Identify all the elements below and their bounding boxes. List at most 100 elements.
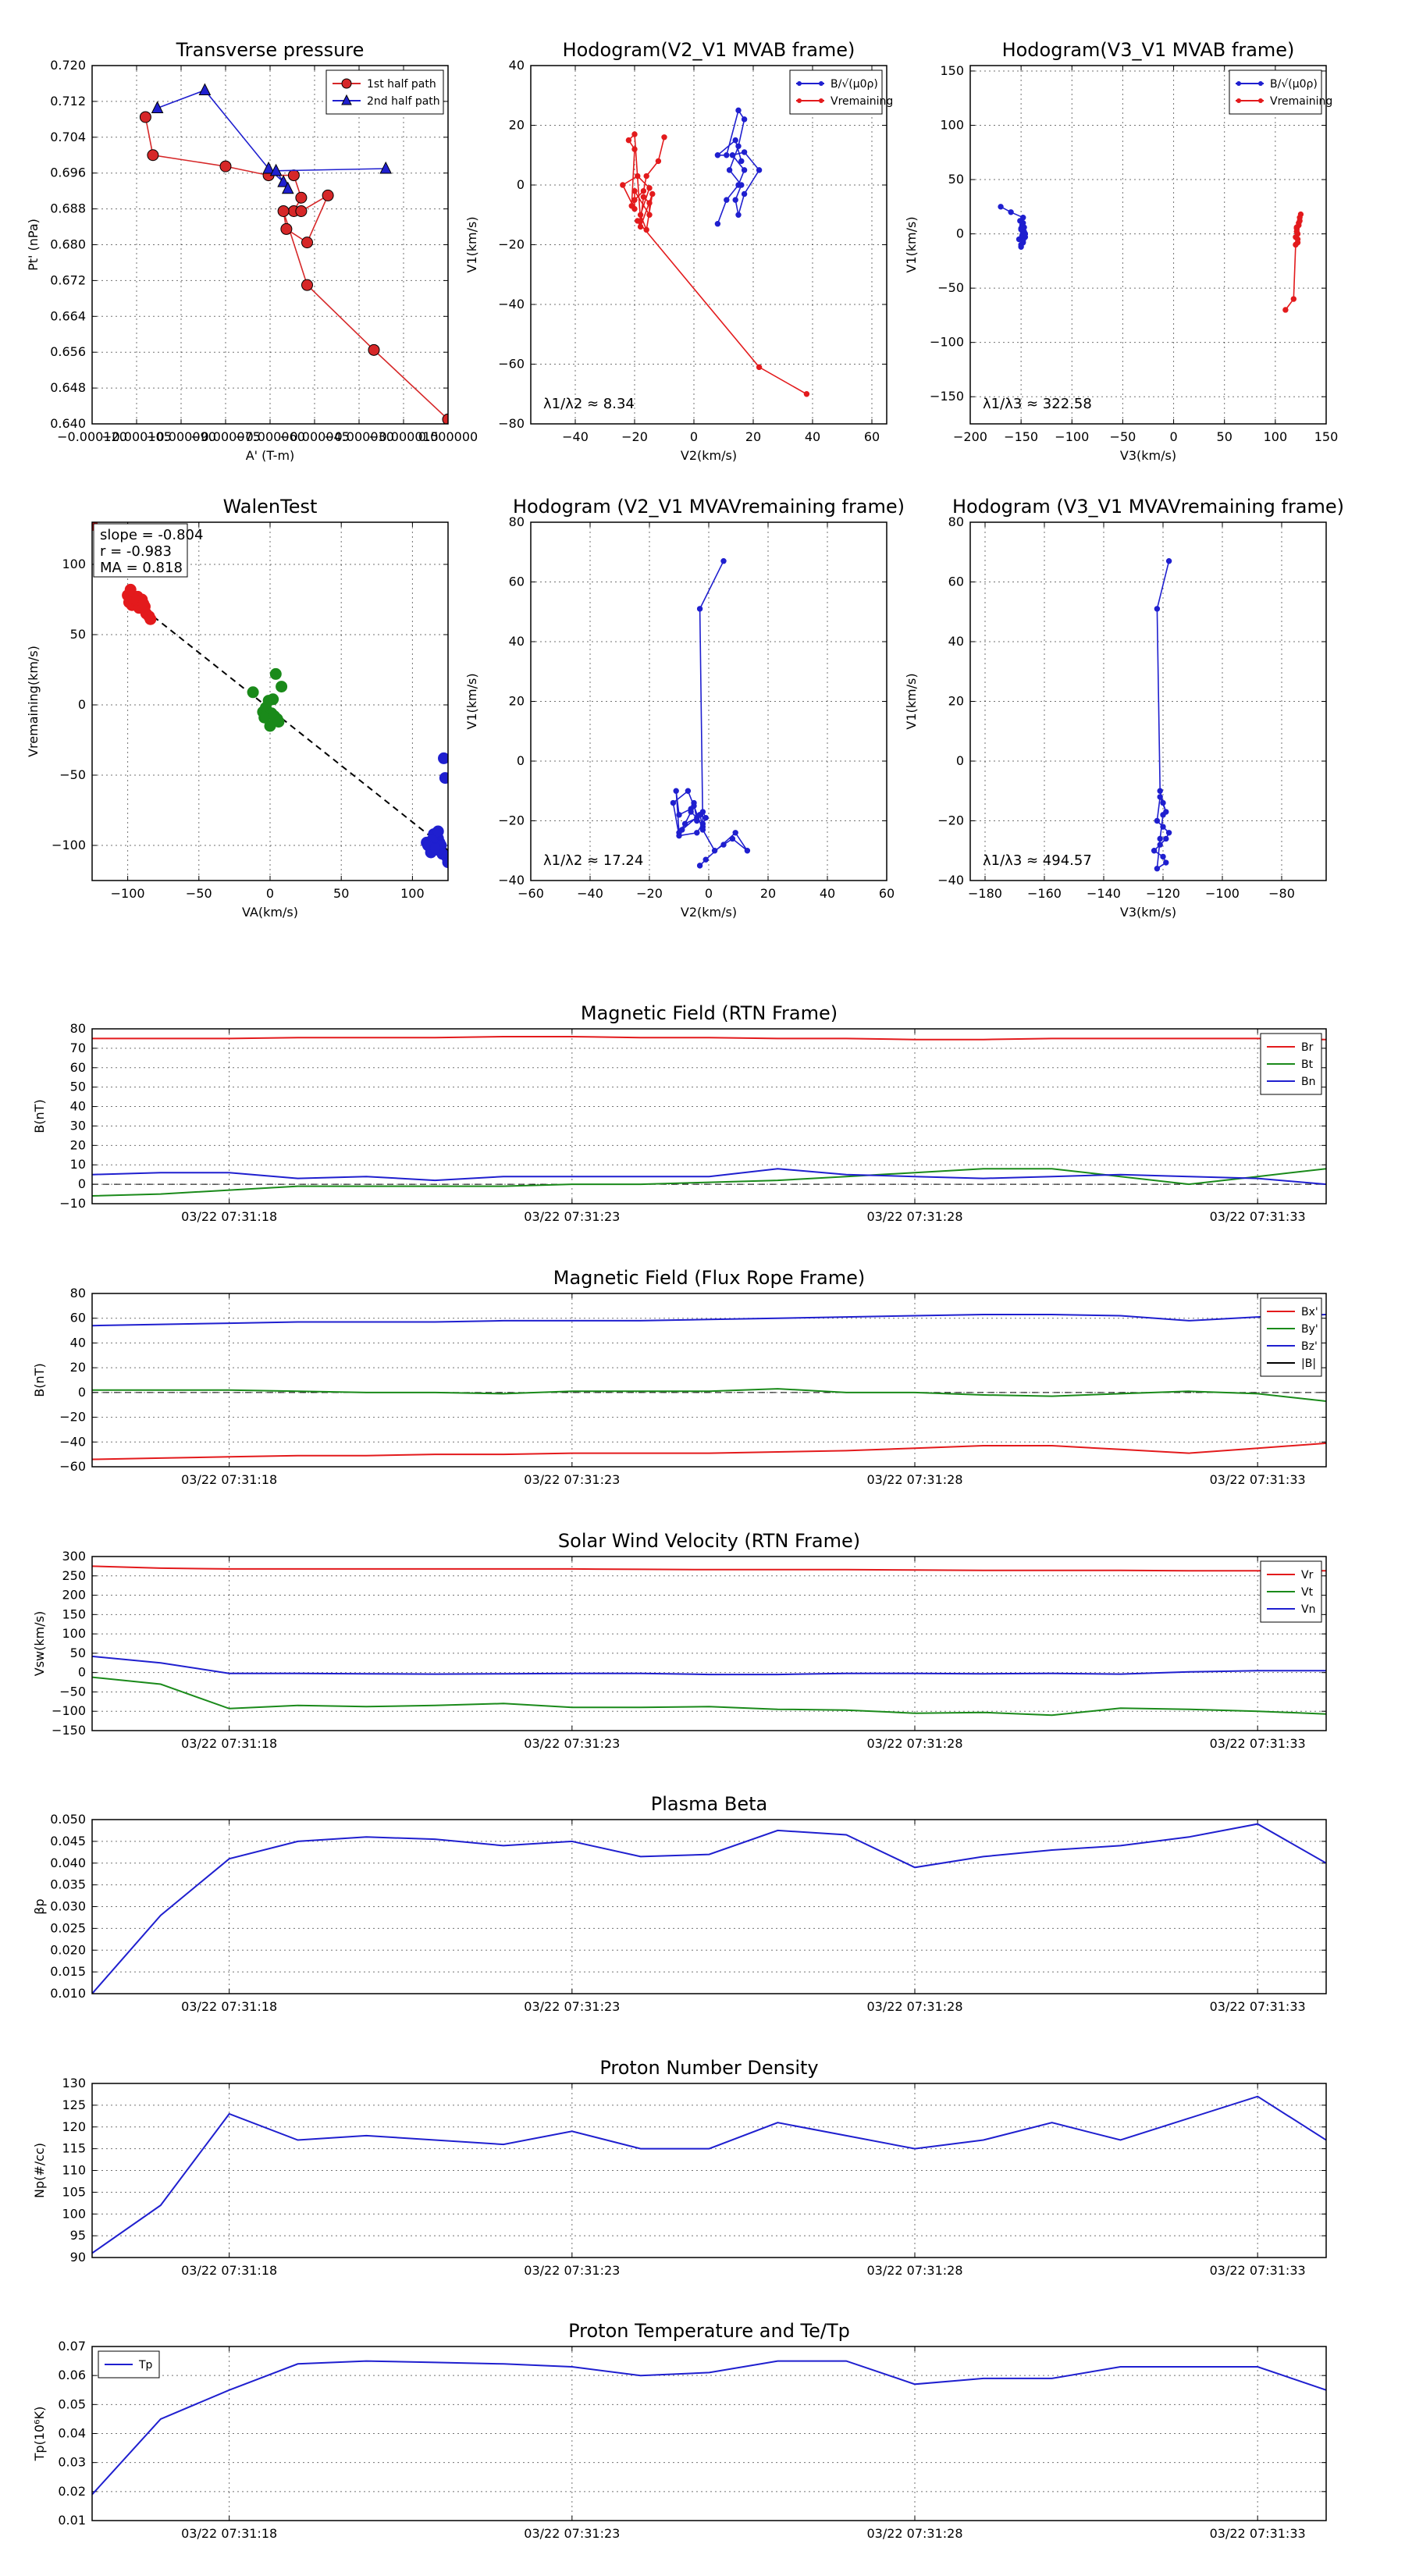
data-point bbox=[998, 204, 1004, 210]
x-tick-label: 03/22 07:31:33 bbox=[1210, 2526, 1306, 2541]
data-point bbox=[1294, 240, 1301, 246]
data-point bbox=[732, 137, 738, 144]
gridlines bbox=[531, 65, 887, 425]
axes-frame bbox=[530, 65, 887, 425]
x-tick-label: −100 bbox=[1205, 886, 1240, 901]
data-point bbox=[262, 161, 275, 174]
y-axis-label: Vsw(km/s) bbox=[32, 1611, 47, 1676]
data-point bbox=[276, 681, 288, 693]
data-point bbox=[756, 364, 763, 371]
data-point bbox=[738, 182, 745, 188]
x-tick-label: −0.000090 bbox=[146, 429, 216, 444]
data-point bbox=[1297, 211, 1304, 218]
x-tick-label: −180 bbox=[968, 886, 1002, 901]
data-point bbox=[661, 134, 667, 141]
y-tick-label: 70 bbox=[70, 1041, 86, 1055]
data-point bbox=[741, 149, 748, 155]
chart-walen: WalenTest −100 −50 0 50 100 −100 −50 0 50 100 VA(km… bbox=[26, 496, 449, 920]
legend-box bbox=[325, 69, 444, 115]
x-tick-label: 0 bbox=[1169, 429, 1177, 444]
axes-frame bbox=[969, 65, 1327, 425]
x-axis-label: V3(km/s) bbox=[1120, 905, 1176, 920]
y-tick-label: 40 bbox=[70, 1335, 86, 1350]
x-tick-label: −50 bbox=[186, 886, 212, 901]
chart-title: Solar Wind Velocity (RTN Frame) bbox=[558, 1530, 860, 1552]
y-axis-label: Vremaining(km/s) bbox=[26, 646, 41, 757]
x-tick-label: 60 bbox=[879, 886, 895, 901]
legend-marker bbox=[1236, 98, 1241, 103]
data-point bbox=[439, 772, 448, 785]
data-point bbox=[625, 137, 632, 144]
legend: Tp bbox=[98, 2350, 160, 2379]
data-point bbox=[720, 841, 727, 848]
y-tick-label: −150 bbox=[930, 389, 964, 404]
x-tick-label: 03/22 07:31:23 bbox=[524, 1736, 620, 1751]
data-point bbox=[322, 189, 334, 201]
y-tick-label: 80 bbox=[70, 1021, 86, 1036]
y-tick-label: 0.045 bbox=[50, 1834, 86, 1848]
legend-box bbox=[789, 69, 883, 115]
chart-tpx: Proton Temperature and Te/Tp 03/22 07:31:… bbox=[32, 2320, 1327, 2541]
legend-label: By' bbox=[1301, 1323, 1318, 1336]
x-tick-label: −0.000030 bbox=[324, 429, 394, 444]
data-point bbox=[1021, 224, 1027, 230]
stats-label: slope = -0.804 bbox=[100, 527, 203, 543]
y-tick-label: 0.010 bbox=[50, 1986, 86, 2001]
data-point bbox=[646, 212, 653, 218]
y-tick-label: 50 bbox=[70, 1646, 86, 1660]
axes-frame bbox=[91, 2346, 1327, 2521]
data-point bbox=[729, 835, 736, 842]
plot-area bbox=[92, 1036, 1326, 1197]
data-point bbox=[139, 111, 151, 123]
data-point bbox=[1163, 859, 1169, 866]
data-point bbox=[681, 820, 688, 827]
data-point bbox=[1017, 218, 1023, 224]
series-line bbox=[92, 2095, 1326, 2254]
data-point bbox=[729, 152, 736, 158]
data-point bbox=[720, 558, 727, 564]
data-point bbox=[262, 695, 275, 707]
y-tick-label: 0 bbox=[78, 1385, 86, 1400]
y-tick-label: 0.020 bbox=[50, 1942, 86, 1957]
x-tick-label: 03/22 07:31:28 bbox=[866, 1736, 962, 1751]
chart-title: Proton Number Density bbox=[599, 2057, 818, 2079]
series-line bbox=[92, 1823, 1326, 1994]
x-tick-label: 03/22 07:31:18 bbox=[181, 1472, 277, 1487]
plot-area bbox=[92, 1823, 1326, 1994]
series-line bbox=[92, 1655, 1326, 1676]
data-point bbox=[1154, 817, 1161, 824]
series-line bbox=[92, 1036, 1326, 1041]
y-tick-label: 90 bbox=[70, 2250, 86, 2265]
y-tick-label: 300 bbox=[62, 1549, 86, 1564]
y-axis-label: V1(km/s) bbox=[904, 216, 919, 272]
chart-h3: Hodogram (V2_V1 MVAVremaining frame)−60−… bbox=[464, 496, 905, 920]
y-tick-label: 100 bbox=[940, 118, 964, 133]
data-point bbox=[368, 343, 380, 356]
chart-np: Proton Number Density 03/22 07:31:18 03/22… bbox=[32, 2057, 1327, 2278]
x-tick-label: 03/22 07:31:23 bbox=[524, 2526, 620, 2541]
data-point bbox=[429, 842, 442, 855]
data-point bbox=[432, 825, 444, 838]
x-tick-label: −40 bbox=[562, 429, 589, 444]
data-point bbox=[272, 716, 285, 728]
x-tick-label: −40 bbox=[577, 886, 603, 901]
series-line bbox=[92, 1314, 1326, 1327]
axes-frame bbox=[91, 2083, 1327, 2258]
x-tick-label: 03/22 07:31:33 bbox=[1210, 1209, 1306, 1224]
x-axis-label: V2(km/s) bbox=[681, 448, 737, 463]
data-point bbox=[649, 190, 656, 197]
y-axis-label: βp bbox=[32, 1898, 47, 1914]
data-point bbox=[1165, 830, 1172, 836]
x-tick-label: −0.000120 bbox=[57, 429, 127, 444]
data-point bbox=[287, 169, 300, 182]
gridlines bbox=[92, 2346, 1326, 2521]
data-point bbox=[1290, 296, 1297, 302]
legend-marker bbox=[341, 78, 352, 89]
x-tick-label: 03/22 07:31:28 bbox=[866, 2263, 962, 2278]
gridlines bbox=[530, 521, 887, 881]
data-point bbox=[732, 197, 738, 203]
legend-label: Vt bbox=[1301, 1586, 1314, 1599]
y-tick-label: 110 bbox=[62, 2163, 86, 2178]
y-axis-label: Np(#/cc) bbox=[32, 2143, 47, 2198]
y-tick-label: 0.05 bbox=[58, 2396, 86, 2411]
